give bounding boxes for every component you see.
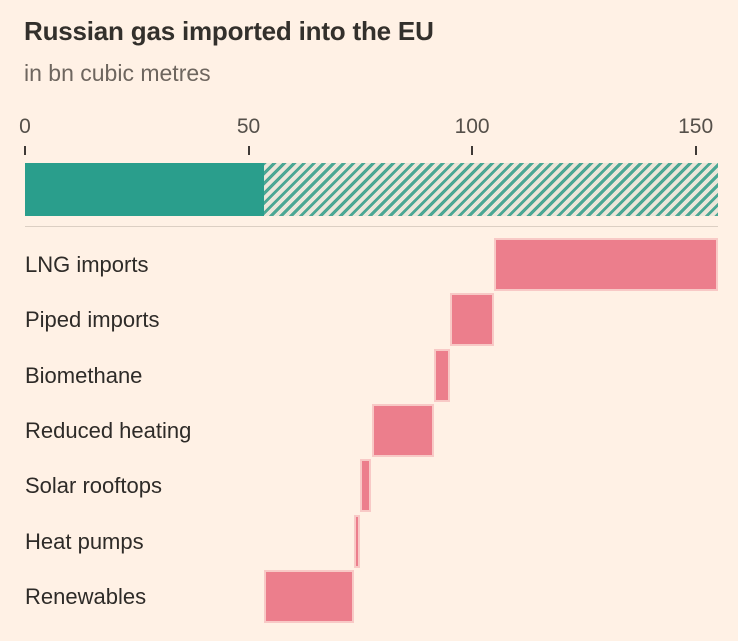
total-bar-hatched bbox=[25, 163, 718, 216]
waterfall: LNG imports Piped imports Biomethane Reduce… bbox=[25, 238, 718, 625]
row-label: Solar rooftops bbox=[25, 473, 162, 499]
divider-line bbox=[25, 226, 718, 227]
waterfall-bar bbox=[434, 348, 450, 402]
axis-tick-label: 150 bbox=[678, 115, 714, 138]
waterfall-row: Biomethane bbox=[25, 348, 718, 404]
row-label: Heat pumps bbox=[25, 528, 144, 554]
axis-tick-mark bbox=[24, 146, 26, 155]
waterfall-row: Heat pumps bbox=[25, 514, 718, 570]
row-label: Piped imports bbox=[25, 307, 160, 333]
chart-title: Russian gas imported into the EU bbox=[24, 16, 434, 46]
waterfall-row: Piped imports bbox=[25, 293, 718, 348]
axis-tick-label: 100 bbox=[454, 115, 490, 138]
waterfall-row: Solar rooftops bbox=[25, 459, 718, 514]
axis-tick-label: 50 bbox=[236, 115, 261, 138]
waterfall-bar bbox=[264, 569, 354, 623]
row-label: Biomethane bbox=[25, 362, 143, 388]
axis-tick-mark bbox=[694, 146, 697, 155]
waterfall-bar bbox=[494, 238, 718, 291]
axis-tick-mark bbox=[247, 146, 250, 155]
waterfall-bar bbox=[360, 459, 372, 513]
row-label: Reduced heating bbox=[25, 417, 192, 443]
chart-subtitle: in bn cubic metres bbox=[24, 60, 211, 86]
waterfall-row: LNG imports bbox=[25, 238, 718, 293]
waterfall-bar bbox=[449, 293, 495, 347]
axis-tick-mark bbox=[471, 146, 474, 155]
plot-area: 0 50 100 150 LNG imports Piped imports Biomet… bbox=[19, 0, 718, 641]
waterfall-bar bbox=[353, 514, 361, 568]
waterfall-row: Renewables bbox=[25, 569, 718, 625]
row-label: LNG imports bbox=[25, 252, 149, 277]
total-bar-solid bbox=[25, 163, 265, 216]
row-label: Renewables bbox=[25, 583, 147, 609]
axis-tick-label: 0 bbox=[19, 115, 31, 138]
waterfall-row: Reduced heating bbox=[25, 403, 718, 459]
waterfall-bar bbox=[371, 403, 435, 457]
